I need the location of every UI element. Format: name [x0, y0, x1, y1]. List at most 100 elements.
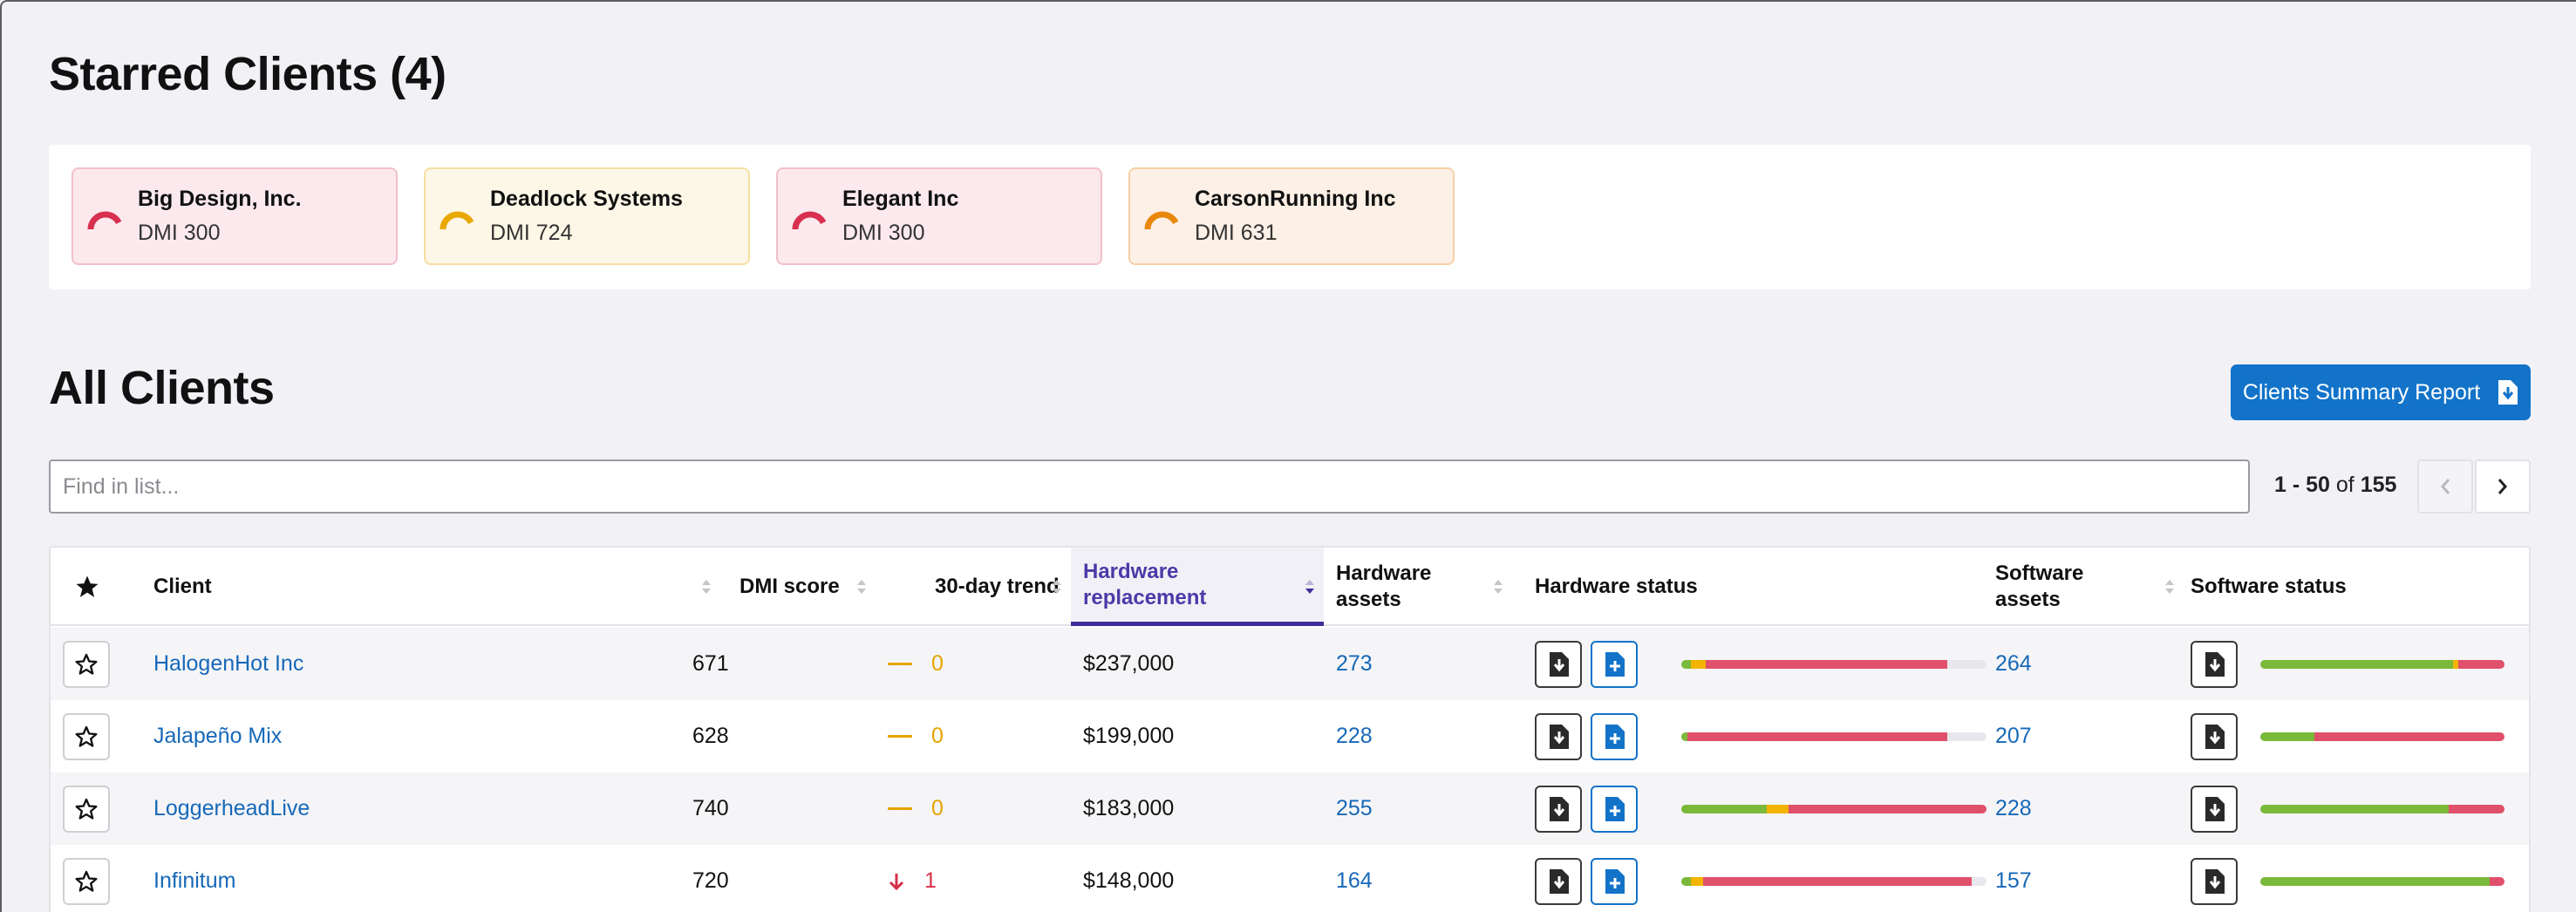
- starred-card-name: CarsonRunning Inc: [1195, 187, 1396, 211]
- trend-indicator: 0: [888, 651, 944, 677]
- download-hardware-report-button[interactable]: [1535, 857, 1582, 905]
- status-bar: [2260, 876, 2504, 886]
- status-bar-green-segment: [1681, 659, 1691, 669]
- download-hardware-report-button[interactable]: [1535, 785, 1582, 833]
- status-bar: [1681, 732, 1987, 741]
- report-button-label: Clients Summary Report: [2242, 379, 2481, 405]
- star-cell: [63, 628, 110, 700]
- hardware-assets-link[interactable]: 273: [1336, 651, 1373, 676]
- client-name-link[interactable]: Infinitum: [153, 868, 236, 893]
- star-cell: [63, 700, 110, 772]
- hardware-assets-link[interactable]: 255: [1336, 796, 1373, 820]
- column-label: Software assets: [1995, 561, 2084, 611]
- trend-value: 0: [931, 724, 944, 748]
- add-hardware-report-button[interactable]: [1591, 712, 1638, 760]
- trend-indicator: 0: [888, 724, 944, 749]
- hardware-status-cell: [1535, 628, 1987, 700]
- software-assets-link[interactable]: 228: [1995, 796, 2032, 820]
- dmi-gauge-icon: [792, 211, 828, 230]
- pagination-status: 1 - 50 of 155: [2274, 473, 2396, 498]
- star-toggle-button[interactable]: [63, 857, 110, 905]
- download-file-icon: [1550, 796, 1569, 821]
- dmi-score: 628: [692, 724, 729, 748]
- download-hardware-report-button[interactable]: [1535, 712, 1582, 760]
- add-file-icon: [1605, 868, 1625, 894]
- table-row: Jalapeño Mix 628 0 $199,000 228 207: [51, 700, 2529, 772]
- download-file-icon: [2205, 796, 2225, 821]
- download-file-icon: [1550, 724, 1569, 749]
- software-assets-link[interactable]: 157: [1995, 868, 2032, 893]
- status-bar: [1681, 659, 1987, 669]
- client-name-link[interactable]: HalogenHot Inc: [153, 651, 304, 676]
- star-outline-icon: [75, 725, 98, 747]
- column-label: Hardware replacement: [1083, 559, 1207, 609]
- star-toggle-button[interactable]: [63, 640, 110, 688]
- arrow-down-icon: [889, 873, 904, 890]
- status-bar-green-segment: [1681, 732, 1687, 741]
- hardware-assets-link[interactable]: 164: [1336, 868, 1373, 893]
- download-file-icon: [2205, 651, 2225, 677]
- trend-indicator: 1: [888, 868, 937, 894]
- dmi-score: 671: [692, 651, 729, 676]
- software-assets-link[interactable]: 207: [1995, 724, 2032, 748]
- next-page-button[interactable]: [2475, 459, 2531, 514]
- starred-clients-panel: Big Design, Inc. DMI 300 Deadlock System…: [49, 145, 2531, 289]
- star-outline-icon: [75, 798, 98, 820]
- software-assets-link[interactable]: 264: [1995, 651, 2032, 676]
- star-toggle-button[interactable]: [63, 785, 110, 833]
- client-name-link[interactable]: Jalapeño Mix: [153, 724, 283, 748]
- star-outline-icon: [75, 653, 98, 675]
- trend-cell: 0: [888, 628, 944, 700]
- download-hardware-report-button[interactable]: [1535, 640, 1582, 688]
- download-software-report-button[interactable]: [2191, 857, 2238, 905]
- sort-icon: [2165, 580, 2174, 594]
- chevron-left-icon: [2441, 479, 2450, 494]
- trend-flat-icon: [888, 735, 912, 738]
- add-hardware-report-button[interactable]: [1591, 785, 1638, 833]
- starred-card[interactable]: Deadlock Systems DMI 724: [424, 167, 750, 265]
- star-toggle-button[interactable]: [63, 712, 110, 760]
- add-hardware-report-button[interactable]: [1591, 640, 1638, 688]
- column-label: 30-day trend: [935, 575, 1060, 598]
- table-row: Infinitum 720 1 $148,000 164 157: [51, 845, 2529, 912]
- hardware-assets-link[interactable]: 228: [1336, 724, 1373, 748]
- column-header-software-assets[interactable]: Software assets: [1995, 548, 2184, 626]
- download-file-icon: [1550, 651, 1569, 677]
- status-bar-red-segment: [2490, 876, 2504, 886]
- clients-summary-report-button[interactable]: Clients Summary Report: [2231, 364, 2531, 420]
- add-hardware-report-button[interactable]: [1591, 857, 1638, 905]
- starred-card[interactable]: CarsonRunning Inc DMI 631: [1128, 167, 1455, 265]
- dmi-gauge-icon: [440, 211, 476, 230]
- column-header-hardware-assets[interactable]: Hardware assets: [1324, 548, 1512, 626]
- starred-card[interactable]: Elegant Inc DMI 300: [776, 167, 1102, 265]
- trend-value: 1: [924, 868, 937, 893]
- column-header-client[interactable]: Client: [153, 548, 720, 626]
- sort-icon: [702, 580, 711, 594]
- column-header-hardware-replacement[interactable]: Hardware replacement: [1071, 548, 1324, 626]
- download-software-report-button[interactable]: [2191, 640, 2238, 688]
- column-header-software-status: Software status: [2191, 548, 2522, 626]
- client-name-link[interactable]: LoggerheadLive: [153, 796, 310, 820]
- status-bar-yellow-segment: [1767, 804, 1789, 813]
- status-bar-green-segment: [2260, 659, 2454, 669]
- add-file-icon: [1605, 651, 1625, 677]
- download-software-report-button[interactable]: [2191, 785, 2238, 833]
- sort-icon: [857, 580, 866, 594]
- download-software-report-button[interactable]: [2191, 712, 2238, 760]
- status-bar-red-segment: [1687, 732, 1947, 741]
- status-bar-red-segment: [1702, 876, 1972, 886]
- search-input[interactable]: [49, 459, 2250, 514]
- trend-indicator: 0: [888, 796, 944, 821]
- starred-card-dmi: DMI 300: [842, 221, 925, 245]
- hardware-replacement-value: $199,000: [1083, 724, 1175, 748]
- star-filled-icon: [76, 575, 99, 597]
- add-file-icon: [1605, 796, 1625, 821]
- previous-page-button[interactable]: [2417, 459, 2473, 514]
- status-bar-red-segment: [2457, 659, 2504, 669]
- starred-card[interactable]: Big Design, Inc. DMI 300: [72, 167, 398, 265]
- pagination-total: 155: [2360, 473, 2397, 497]
- starred-column-header[interactable]: [51, 548, 124, 626]
- column-header-trend[interactable]: 30-day trend: [888, 548, 1071, 626]
- column-header-dmi[interactable]: DMI score: [692, 548, 876, 626]
- hardware-replacement-value: $148,000: [1083, 868, 1175, 893]
